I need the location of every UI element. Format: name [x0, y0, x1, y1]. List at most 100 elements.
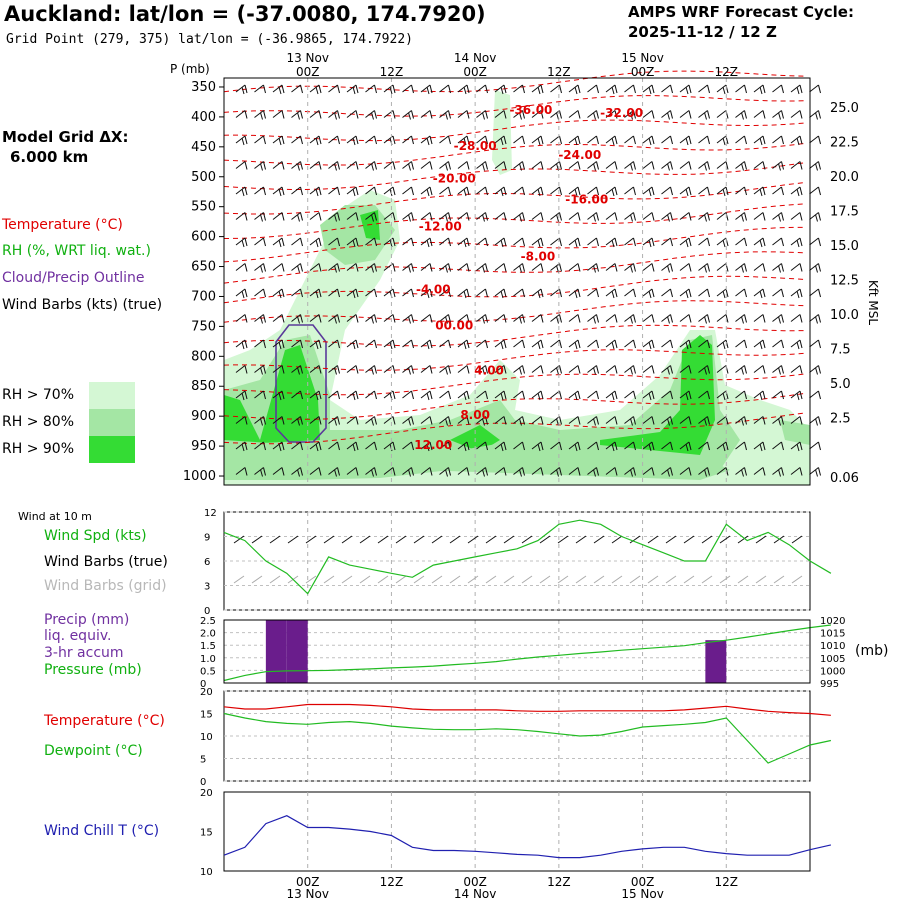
barb-staff — [790, 467, 801, 475]
barb-staff — [457, 339, 468, 348]
barb-staff — [513, 416, 523, 424]
barb-feather — [352, 341, 356, 350]
wind-barb — [550, 339, 562, 349]
barb-feather — [596, 390, 599, 400]
wind-barb — [383, 212, 396, 221]
barb-staff — [735, 365, 745, 373]
rh90-region — [600, 335, 715, 460]
barb-feather — [670, 186, 673, 196]
barb-feather — [281, 288, 285, 298]
cycle-label: AMPS WRF Forecast Cycle: — [628, 3, 854, 21]
barb-staff — [539, 575, 551, 584]
barb-feather — [485, 263, 488, 272]
barb-staff — [420, 416, 431, 424]
barb-feather — [741, 265, 744, 273]
barb-feather — [392, 339, 396, 349]
barb-feather — [260, 112, 263, 120]
barb-feather — [260, 163, 263, 171]
wind-barb — [402, 186, 414, 196]
wind-barb — [457, 212, 470, 221]
barb-feather — [593, 469, 596, 477]
wind-barb — [272, 237, 285, 248]
barb-feather — [466, 263, 470, 272]
barb-staff — [513, 84, 523, 93]
barb-feather — [614, 441, 618, 451]
barb-feather — [759, 188, 763, 197]
barb-staff — [449, 535, 461, 544]
barb-feather — [337, 110, 340, 119]
barb-feather — [485, 110, 488, 119]
barb-staff — [587, 365, 597, 373]
barb-staff — [328, 237, 338, 246]
barb-feather — [725, 288, 729, 298]
wind-barb — [513, 135, 525, 145]
barb-feather — [263, 110, 266, 119]
barb-feather — [429, 288, 433, 298]
barb-feather — [503, 416, 507, 425]
barb-feather — [722, 290, 726, 299]
barb-staff — [679, 186, 690, 195]
barb-feather — [633, 390, 636, 400]
wind-barb — [587, 288, 599, 298]
barb-staff — [550, 416, 560, 424]
wind-barb — [402, 339, 414, 349]
wind-barb — [735, 135, 747, 145]
barb-feather — [651, 84, 655, 94]
barb-feather — [355, 365, 359, 374]
barb-feather — [371, 112, 374, 120]
true-wind-barb — [701, 535, 713, 544]
barb-staff — [402, 339, 412, 348]
wind-barb — [661, 84, 673, 94]
wind-barb — [642, 110, 655, 119]
barb-staff — [494, 263, 505, 271]
windchill-line — [223, 815, 832, 859]
wind-barb — [291, 390, 303, 400]
barb-staff — [365, 84, 375, 93]
true-wind-barb — [665, 535, 677, 544]
height-tick-label: 7.5 — [830, 343, 851, 358]
barb-feather — [818, 441, 821, 451]
wind-barb — [735, 161, 747, 171]
barb-feather — [263, 212, 266, 221]
barb-feather — [244, 110, 248, 119]
barb-staff — [661, 339, 671, 348]
pressure-tick-label: 850 — [191, 379, 216, 394]
barb-staff — [809, 390, 819, 399]
wind-barb — [661, 339, 673, 349]
barb-staff — [521, 535, 533, 544]
barb-staff — [420, 186, 431, 195]
wind-barb — [753, 135, 766, 146]
temp-series-line — [223, 703, 831, 716]
barb-staff — [550, 339, 560, 348]
barb-staff — [735, 263, 745, 271]
barb-staff — [790, 416, 801, 424]
wind-barb — [309, 186, 322, 197]
temperature-contour — [223, 119, 805, 142]
barb-staff — [365, 212, 375, 220]
wind-barb — [291, 365, 303, 375]
barb-feather — [371, 265, 374, 273]
temperature-contour-label: -4.00 — [416, 282, 451, 296]
barb-feather — [318, 288, 322, 298]
barb-feather — [796, 188, 800, 197]
barb-staff — [449, 575, 461, 584]
wind-barb — [809, 186, 821, 196]
barb-feather — [818, 212, 821, 221]
barb-feather — [334, 214, 337, 222]
barb-feather — [263, 263, 266, 272]
wind-barb — [698, 110, 710, 120]
barb-feather — [778, 112, 781, 120]
barb-feather — [670, 467, 673, 476]
barb-feather — [297, 316, 300, 324]
wind-barb — [698, 339, 710, 349]
wind-barb — [402, 416, 414, 426]
barb-staff — [346, 288, 357, 297]
barb-staff — [365, 161, 375, 169]
barb-staff — [402, 314, 412, 322]
barb-feather — [540, 390, 544, 400]
wind-barb — [679, 339, 692, 350]
true-wind-barb — [467, 535, 479, 544]
barb-staff — [494, 161, 505, 169]
barb-feather — [762, 110, 766, 119]
barb-staff — [716, 161, 727, 169]
